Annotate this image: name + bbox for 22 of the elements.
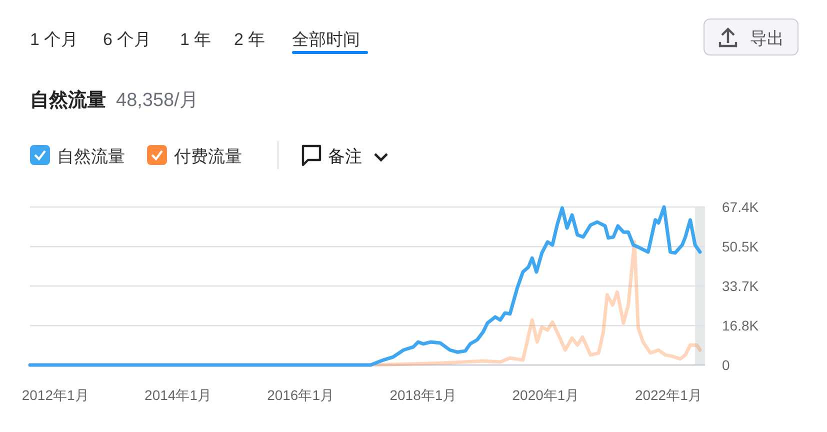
text: 导出	[750, 29, 784, 48]
x-tick-label: 2012年1月	[22, 387, 89, 403]
x-tick-label: 2020年1月	[512, 387, 580, 403]
x-tick-label: 2018年1月	[390, 387, 457, 403]
y-tick-label: 67.4K	[722, 199, 760, 215]
text: 1 年	[180, 30, 212, 49]
text: 全部时间	[292, 30, 360, 49]
text: 备注	[328, 147, 362, 166]
y-tick-label: 50.5K	[722, 238, 760, 255]
text: 1 个月	[30, 30, 78, 49]
text: 6 个月	[103, 30, 152, 49]
y-tick-label: 16.8K	[722, 318, 760, 334]
legend-label: 付费流量	[173, 147, 242, 166]
x-tick-label: 2014年1月	[144, 387, 212, 403]
chart-subtitle: 48,358/月	[116, 90, 198, 111]
x-tick-label: 2016年1月	[267, 387, 334, 403]
y-tick-label: 0	[722, 357, 730, 373]
chart-title: 自然流量	[30, 89, 106, 111]
x-tick-label: 2022年1月	[634, 387, 702, 403]
text: 2 年	[234, 30, 266, 49]
y-tick-label: 33.7K	[722, 278, 760, 294]
legend-label: 自然流量	[57, 147, 125, 166]
